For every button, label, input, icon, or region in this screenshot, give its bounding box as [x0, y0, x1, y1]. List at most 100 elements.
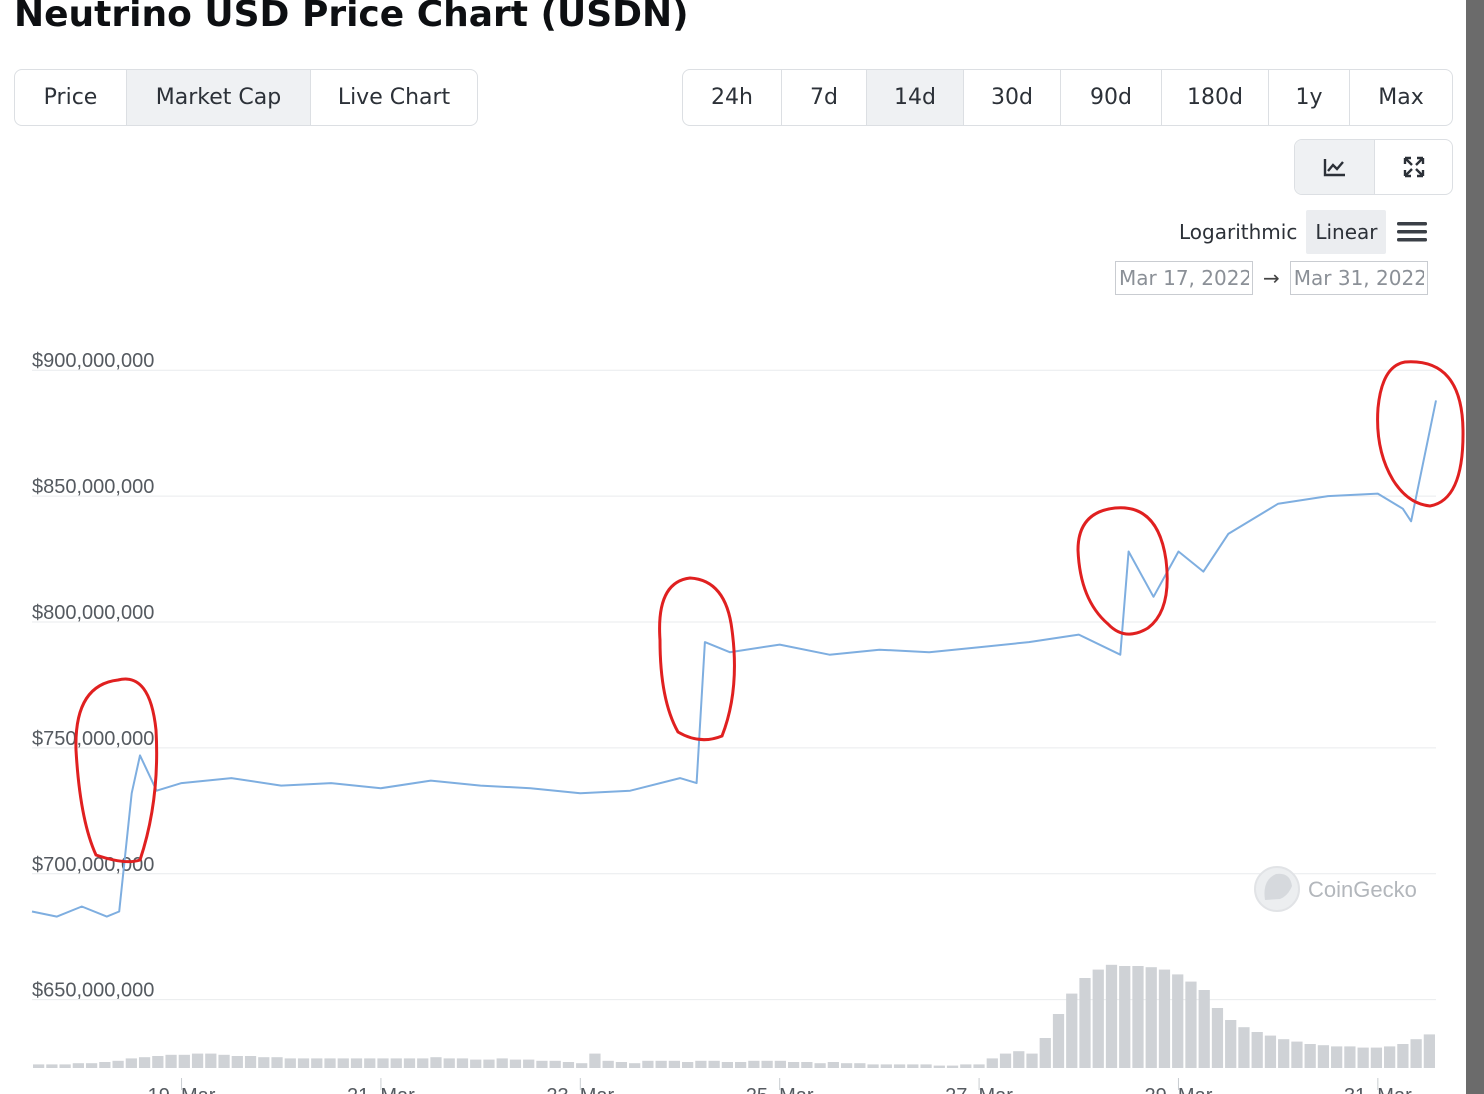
range-14d[interactable]: 14d — [867, 70, 964, 125]
volume-bar — [1066, 993, 1078, 1068]
volume-bar — [403, 1058, 416, 1068]
x-tick-label: 29. Mar — [1145, 1085, 1213, 1094]
range-tabs: 24h 7d 14d 30d 90d 180d 1y Max — [682, 69, 1453, 126]
volume-bar — [1291, 1041, 1303, 1068]
annotation-circle-2 — [658, 576, 736, 742]
y-tick-label: $900,000,000 — [32, 350, 154, 372]
volume-bar — [748, 1060, 760, 1068]
volume-bar — [774, 1060, 786, 1068]
volume-bar — [271, 1057, 283, 1068]
range-180d[interactable]: 180d — [1162, 70, 1269, 125]
volume-bar — [1410, 1039, 1422, 1068]
volume-bar — [1026, 1053, 1038, 1068]
volume-bar — [1331, 1046, 1343, 1068]
volume-bar — [1397, 1044, 1409, 1068]
volume-bar — [1423, 1034, 1435, 1068]
range-90d[interactable]: 90d — [1061, 70, 1162, 125]
volume-bar — [602, 1060, 614, 1068]
volume-bar — [1158, 969, 1171, 1068]
scale-linear[interactable]: Linear — [1306, 210, 1387, 254]
volume-bar — [390, 1058, 402, 1068]
volume-bar — [178, 1054, 190, 1068]
y-tick-label: $700,000,000 — [32, 854, 154, 876]
tab-live-chart[interactable]: Live Chart — [337, 85, 451, 110]
volume-bar — [311, 1058, 323, 1068]
volume-bar — [244, 1056, 257, 1068]
hamburger-menu-icon[interactable] — [1396, 216, 1428, 248]
volume-bar — [112, 1060, 124, 1068]
scale-logarithmic[interactable]: Logarithmic — [1179, 220, 1298, 244]
x-tick-label: 25. Mar — [746, 1085, 814, 1094]
volume-bar — [350, 1058, 363, 1068]
volume-bar — [1264, 1035, 1277, 1068]
volume-bar — [695, 1060, 707, 1068]
volume-bar — [191, 1053, 204, 1068]
line-chart-icon — [1323, 159, 1345, 177]
volume-bar — [125, 1058, 137, 1068]
volume-bar — [562, 1062, 575, 1068]
volume-bar — [1211, 1008, 1224, 1068]
date-from-input[interactable] — [1115, 261, 1253, 295]
volume-bar — [1172, 974, 1184, 1068]
market-cap-chart: $900,000,000 $850,000,000 $800,000,000 $750… — [31, 350, 1465, 1094]
volume-bar — [165, 1054, 177, 1068]
page-title: Neutrino USD Price Chart (USDN) — [14, 0, 689, 35]
volume-bar — [973, 1064, 985, 1068]
volume-bar — [72, 1063, 84, 1068]
volume-bar — [33, 1064, 45, 1068]
line-chart-button[interactable] — [1295, 140, 1375, 194]
y-axis-ticks: $900,000,000 $850,000,000 $800,000,000 $750… — [32, 350, 154, 1001]
x-axis-ticks: 19. Mar 21. Mar 23. Mar 25. Mar 27. Mar 29. M… — [148, 1078, 1412, 1094]
range-1y[interactable]: 1y — [1269, 70, 1350, 125]
volume-bar — [946, 1065, 959, 1068]
volume-bar — [708, 1060, 720, 1068]
view-tabs: Price Market Cap Live Chart — [14, 69, 478, 126]
y-tick-label: $850,000,000 — [32, 476, 154, 498]
volume-bar — [668, 1060, 681, 1068]
volume-bar — [138, 1057, 151, 1068]
volume-bar — [99, 1062, 111, 1068]
chart-tools — [1294, 139, 1453, 195]
volume-bar — [867, 1064, 879, 1068]
x-tick-label: 31. Mar — [1344, 1085, 1412, 1094]
volume-bar — [1013, 1051, 1025, 1068]
tab-price[interactable]: Price — [15, 70, 127, 125]
range-7d[interactable]: 7d — [782, 70, 867, 125]
expand-icon — [1403, 156, 1424, 178]
volume-bar — [999, 1053, 1012, 1068]
volume-bar — [1079, 978, 1091, 1068]
volume-bar — [1105, 964, 1118, 1068]
coingecko-watermark: CoinGecko — [1254, 866, 1417, 912]
volume-bar — [735, 1062, 747, 1068]
volume-bar — [523, 1059, 535, 1068]
scale-switch: Logarithmic Linear — [1170, 209, 1428, 255]
volume-bar — [642, 1060, 654, 1068]
volume-bar — [509, 1059, 522, 1068]
tab-market-cap[interactable]: Market Cap — [127, 70, 311, 125]
range-24h[interactable]: 24h — [683, 70, 782, 125]
range-max[interactable]: Max — [1378, 85, 1424, 110]
volume-bar — [1092, 969, 1104, 1068]
range-30d[interactable]: 30d — [964, 70, 1061, 125]
volume-bar — [1225, 1020, 1237, 1068]
volume-bar — [1132, 966, 1144, 1068]
watermark-text: CoinGecko — [1308, 877, 1417, 902]
x-tick-label: 19. Mar — [148, 1085, 216, 1094]
volume-bar — [1370, 1047, 1383, 1068]
volume-bar — [430, 1057, 442, 1068]
volume-bar — [205, 1053, 217, 1068]
volume-bar — [1039, 1038, 1051, 1068]
volume-bar — [85, 1063, 98, 1068]
volume-bar — [1119, 966, 1131, 1068]
volume-bar — [364, 1058, 376, 1068]
expand-button[interactable] — [1375, 140, 1452, 194]
date-to-input[interactable] — [1289, 261, 1428, 295]
volume-bar — [986, 1058, 998, 1068]
volume-bar — [258, 1057, 270, 1068]
volume-bar — [1198, 990, 1210, 1068]
volume-bar — [1238, 1027, 1250, 1068]
volume-bar — [761, 1060, 773, 1068]
red-circle-annotations — [74, 360, 1465, 864]
volume-bar — [854, 1063, 866, 1068]
y-tick-label: $650,000,000 — [32, 980, 154, 1002]
